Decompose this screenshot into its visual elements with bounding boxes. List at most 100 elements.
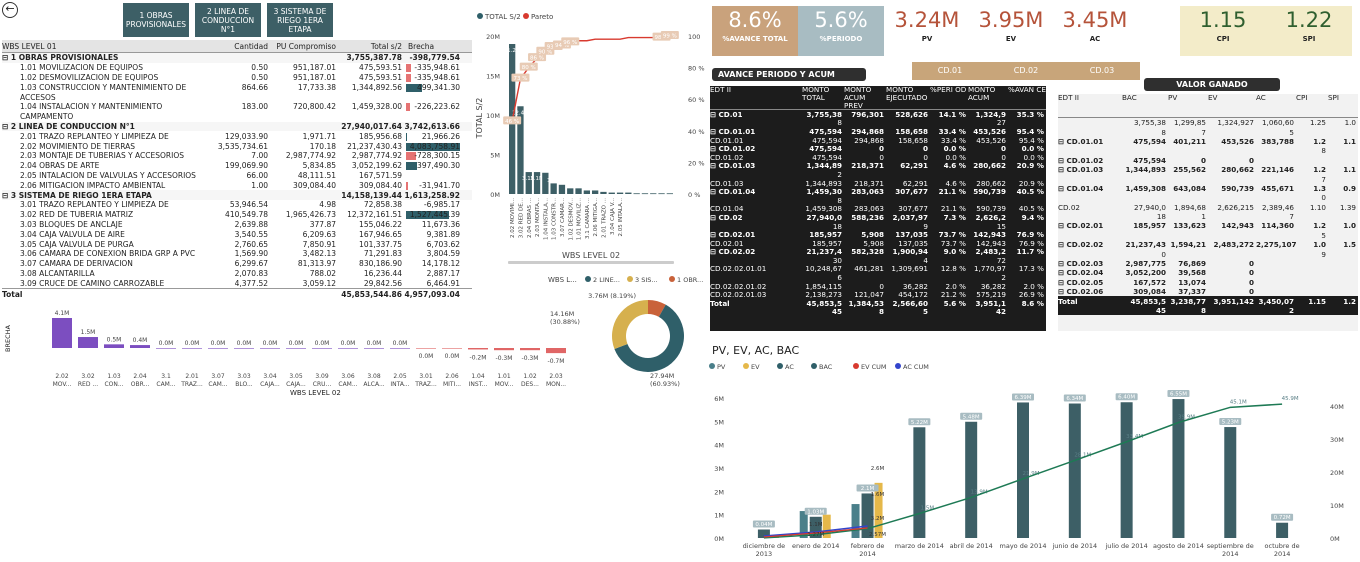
table-row[interactable]: ⊟ CD.02 27,940,0 588,236 2,037,97 7.3 % 2,626… <box>710 213 1046 222</box>
pareto-bar[interactable] <box>550 183 557 194</box>
brecha-bar[interactable] <box>546 348 566 354</box>
pareto-bar[interactable] <box>517 106 524 194</box>
table-row[interactable]: ⊟ CD.01.04 1,459,30 283,063 307,677 21.1 % 59… <box>710 187 1046 196</box>
table-row[interactable]: ⊟ CD.02.01 185,957 133,623 142,943 114,360 1.… <box>1058 221 1358 230</box>
bac-bar[interactable] <box>1017 402 1029 538</box>
brecha-bar[interactable] <box>312 348 332 349</box>
slicer-1[interactable]: 1 OBRAS PROVISIONALES <box>122 2 190 38</box>
pareto-bar[interactable] <box>558 184 566 194</box>
table-row[interactable]: ⊟ CD.02.03 2,987,775 76,869 0 <box>1058 259 1358 268</box>
pareto-bar[interactable] <box>658 193 665 195</box>
table-row[interactable]: 3.02 RED DE TUBERIA MATRIZ 410,549.78 1,96… <box>2 210 472 220</box>
table-row[interactable]: 3.05 CAJA VALVULA DE PURGA 2,760.65 7,850.… <box>2 239 472 249</box>
table-row[interactable]: ⊟ CD.01.03 1,344,893 255,562 280,662 221,146… <box>1058 165 1358 174</box>
table-row[interactable]: 8 <box>710 196 1046 205</box>
col-header[interactable]: %PERI OD <box>930 86 967 94</box>
table-row[interactable]: ⊟ CD.01.04 1,459,308 643,084 590,739 455,671… <box>1058 184 1358 193</box>
pareto-bar[interactable] <box>583 190 590 194</box>
table-row[interactable]: 0 <box>1058 193 1358 202</box>
pareto-bar[interactable] <box>625 192 632 194</box>
table-row[interactable]: 18 1 7 <box>1058 212 1358 221</box>
pareto-bar[interactable] <box>608 192 615 194</box>
table-row[interactable]: 8 27 <box>710 119 1046 128</box>
group-row[interactable]: ⊟ 2 LINEA DE CONDUCCION N°1 27,940,017.64… <box>2 121 472 132</box>
table-row[interactable]: ⊟ CD.02.02 21,237,43 1,594,21 2,483,272 2,27… <box>1058 240 1358 249</box>
pareto-bar[interactable] <box>533 172 541 194</box>
table-row[interactable]: 3.06 CAMARA DE CONEXION BRIDA GRP A PVC 1… <box>2 249 472 259</box>
bac-bar[interactable] <box>1276 522 1289 538</box>
bac-bar[interactable] <box>1224 427 1237 538</box>
bac-bar[interactable] <box>913 427 926 538</box>
bac-bar[interactable] <box>757 529 770 538</box>
table-row[interactable]: CD.01.01 475,594 294,868 158,658 33.4 % 453,5… <box>710 136 1046 145</box>
brecha-bar[interactable] <box>520 348 540 351</box>
col-header[interactable]: MONTO ACUM <box>968 86 996 102</box>
table-row[interactable]: ⊟ CD.02.06 309,084 37,337 0 <box>1058 287 1358 296</box>
col-header[interactable]: CPI <box>1296 94 1308 102</box>
table-row[interactable]: ⊟ CD.02.02 21,237,4 582,328 1,900,94 9.0 % 2,… <box>710 248 1046 257</box>
table-row[interactable]: ⊟ CD.02.05 167,572 13,074 0 <box>1058 278 1358 287</box>
table-row[interactable]: 3.07 CAMARA DE DERIVACION 6,299.67 81,313.… <box>2 259 472 269</box>
pareto-bar[interactable] <box>616 192 624 194</box>
table-row[interactable]: ⊟ CD.01.03 1,344,89 218,371 62,291 4.6 % 280,… <box>710 162 1046 171</box>
table-row[interactable]: 3.08 ALCANTARILLA 2,070.83 788.02 16,236.44… <box>2 269 472 279</box>
col-header-cantidad[interactable]: Cantidad <box>234 41 268 51</box>
pareto-bar[interactable] <box>592 190 599 194</box>
bac-bar[interactable] <box>965 421 978 538</box>
col-header-wbs[interactable]: WBS LEVEL 01 <box>2 41 57 51</box>
table-row[interactable]: 8 7 5 <box>1058 127 1358 137</box>
table-row[interactable]: 8 <box>1058 146 1358 155</box>
col-header-brecha[interactable]: Brecha <box>408 41 435 51</box>
table-row[interactable]: 2.01 TRAZO REPLANTEO Y LIMPIEZA DE 129,03… <box>2 131 472 141</box>
pareto-bar[interactable] <box>641 193 649 195</box>
table-row[interactable]: 2 <box>710 170 1046 179</box>
table-row[interactable]: 2.05 INTALACION DE VALVULAS Y ACCESORIOS… <box>2 171 472 181</box>
col-header[interactable]: EDT II <box>710 86 731 94</box>
table-row[interactable]: 1.01 MOVILIZACION DE EQUIPOS 0.50 951,187.… <box>2 63 472 73</box>
table-row[interactable]: 3.09 CRUCE DE CAMINO CARROZABLE 4,377.52 3… <box>2 278 472 288</box>
pareto-scrollbar[interactable] <box>508 261 674 264</box>
table-row[interactable]: 1.02 DESMOVILIZACION DE EQUIPOS 0.50 951,1… <box>2 73 472 83</box>
table-row[interactable]: 3.04 CAJA VALVULA DE AIRE 3,540.55 6,209.6… <box>2 229 472 239</box>
group-row[interactable]: ⊟ 3 SISTEMA DE RIEGO 1ERA ETAPA 14,158,13… <box>2 190 472 200</box>
pareto-bar[interactable] <box>633 193 640 195</box>
brecha-bar[interactable] <box>364 348 384 349</box>
col-header[interactable]: PV <box>1168 94 1178 102</box>
brecha-bar[interactable] <box>104 344 124 348</box>
table-row[interactable]: ⊟ CD.01.01 475,594 401,211 453,526 383,788 1.… <box>1058 137 1358 146</box>
table-row[interactable]: 2.04 OBRAS DE ARTE 199,069.90 5,834.85 3,05… <box>2 161 472 171</box>
brecha-bar[interactable] <box>52 318 72 348</box>
table-row[interactable]: CAMPAMENTO <box>2 112 472 122</box>
col-header[interactable]: SPI <box>1328 94 1340 102</box>
col-header[interactable]: BAC <box>1122 94 1137 102</box>
table-row[interactable]: 1.03 CONSTRUCCION Y MANTENIMIENTO DE 864.… <box>2 82 472 92</box>
table-row[interactable]: ⊟ CD.02.04 3,052,200 39,568 0 <box>1058 268 1358 277</box>
table-row[interactable]: 3.01 TRAZO REPLANTEO Y LIMPIEZA DE 53,946… <box>2 200 472 210</box>
filter-cd02[interactable]: CD.02 <box>988 62 1064 80</box>
table-row[interactable]: CD.02.02.01.01 10,248,67 461,281 1,309,691 1… <box>710 265 1046 274</box>
pareto-bar[interactable] <box>600 191 607 194</box>
pareto-bar[interactable] <box>650 193 657 195</box>
bac-bar[interactable] <box>1172 399 1185 538</box>
pareto-bar[interactable] <box>666 193 673 195</box>
col-header[interactable]: MONTO EJECUTADO <box>886 86 928 102</box>
group-row[interactable]: ⊟ 1 OBRAS PROVISIONALES 3,755,387.78 -398,… <box>2 53 472 63</box>
bac-bar[interactable] <box>1120 402 1133 538</box>
table-row[interactable]: CD.01.02 475,594 0 0 0.0 % 0 0.0 % <box>710 153 1046 162</box>
brecha-bar[interactable] <box>416 348 436 349</box>
table-row[interactable]: ⊟ CD.01.02 475,594 0 0 <box>1058 156 1358 165</box>
brecha-bar[interactable] <box>234 348 254 349</box>
slicer-2[interactable]: 2 LINEA DE CONDUCCION N°1 <box>194 2 262 38</box>
brecha-bar[interactable] <box>442 348 462 349</box>
col-header[interactable]: EDT II <box>1058 94 1079 102</box>
brecha-bar[interactable] <box>156 348 176 349</box>
table-row[interactable]: ⊟ CD.01 3,755,38 796,301 528,626 14.1 % 1,324… <box>710 110 1046 119</box>
filter-cd03[interactable]: CD.03 <box>1064 62 1140 80</box>
brecha-bar[interactable] <box>208 348 228 349</box>
filter-cd01[interactable]: CD.01 <box>912 62 988 80</box>
brecha-bar[interactable] <box>182 348 202 349</box>
donut-slice[interactable] <box>614 304 684 372</box>
brecha-bar[interactable] <box>494 348 514 351</box>
table-row[interactable]: 30 4 72 <box>710 256 1046 265</box>
